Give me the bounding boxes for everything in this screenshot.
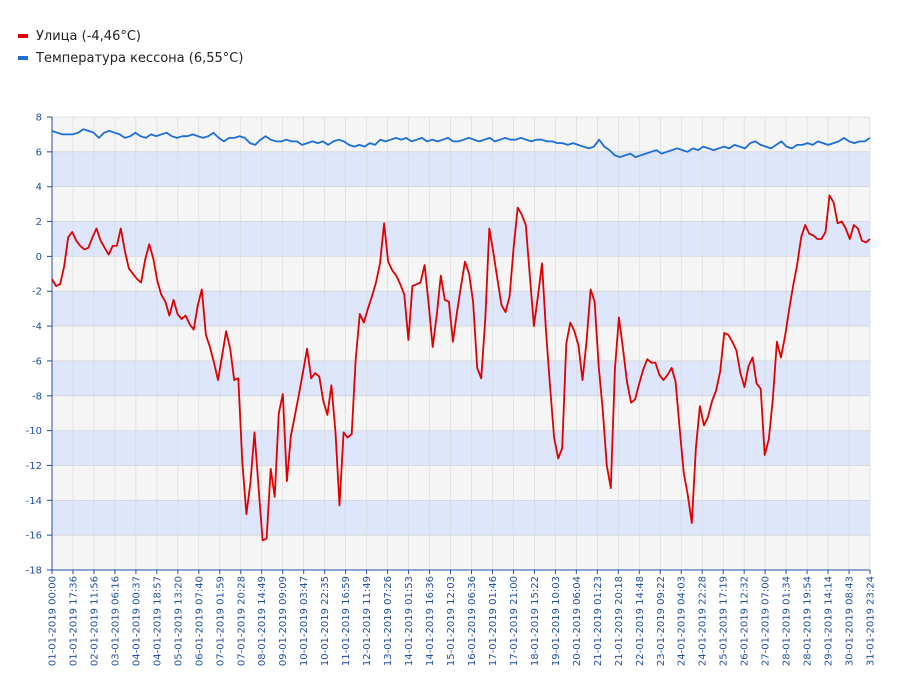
y-tick-label: -6 xyxy=(32,356,42,367)
x-tick-label: 26-01-2019 12:32 xyxy=(740,576,751,666)
x-tick-label: 04-01-2019 18:57 xyxy=(152,576,163,666)
series-lines xyxy=(51,128,871,542)
x-tick-label: 01-01-2019 17:36 xyxy=(68,576,79,666)
chart-axes xyxy=(51,117,870,571)
x-tick-label: 20-01-2019 06:04 xyxy=(572,576,583,666)
x-tick-label: 27-01-2019 07:00 xyxy=(761,576,772,666)
x-tick-label: 05-01-2019 13:20 xyxy=(173,576,184,666)
legend-label-street: Улица (-4,46°C) xyxy=(36,28,141,44)
y-tick-label: -8 xyxy=(32,391,42,402)
x-tick-label: 21-01-2019 20:18 xyxy=(614,576,625,666)
y-tick-label: -4 xyxy=(32,322,42,333)
band xyxy=(52,151,870,187)
x-tick-label: 17-01-2019 21:00 xyxy=(509,576,520,666)
band xyxy=(52,360,870,396)
x-tick-label: 14-01-2019 16:36 xyxy=(425,576,436,666)
x-tick-label: 23-01-2019 09:22 xyxy=(656,576,667,666)
y-axis-ticks: 8 6 4 2 0 -2 -4 -6 -8 -10 -12 -14 -16 -18 xyxy=(26,113,52,577)
x-tick-label: 28-01-2019 19:54 xyxy=(803,576,814,666)
x-tick-label: 08-01-2019 14:49 xyxy=(257,576,268,666)
y-tick-label: -10 xyxy=(26,426,42,437)
band xyxy=(52,395,870,431)
x-tick-label: 30-01-2019 08:43 xyxy=(845,576,856,666)
x-tick-label: 10-01-2019 22:35 xyxy=(320,576,331,666)
band xyxy=(52,186,870,222)
x-tick-label: 24-01-2019 04:03 xyxy=(677,576,688,666)
x-tick-label: 29-01-2019 14:14 xyxy=(824,576,835,666)
x-tick-label: 11-01-2019 16:59 xyxy=(341,576,352,666)
legend-item-caisson[interactable]: Температура кессона (6,55°C) xyxy=(18,47,243,69)
y-tick-label: -2 xyxy=(32,287,42,298)
x-tick-label: 16-01-2019 06:36 xyxy=(467,576,478,666)
x-tick-label: 03-01-2019 06:16 xyxy=(110,576,121,666)
x-tick-label: 14-01-2019 01:53 xyxy=(404,576,415,666)
x-tick-label: 25-01-2019 17:19 xyxy=(719,576,730,666)
y-tick-label: 4 xyxy=(36,182,42,193)
band xyxy=(52,465,870,501)
band xyxy=(52,221,870,257)
series-line-street xyxy=(51,194,871,542)
y-tick-label: 6 xyxy=(36,147,42,158)
legend-label-caisson: Температура кессона (6,55°C) xyxy=(36,50,244,66)
y-tick-label: -12 xyxy=(26,461,42,472)
x-tick-label: 21-01-2019 01:23 xyxy=(593,576,604,666)
band xyxy=(52,500,870,536)
y-tick-label: -14 xyxy=(26,496,42,507)
x-tick-label: 28-01-2019 01:34 xyxy=(782,576,793,666)
x-tick-label: 22-01-2019 14:48 xyxy=(635,576,646,666)
x-tick-label: 18-01-2019 15:22 xyxy=(530,576,541,666)
vertical-gridlines xyxy=(51,117,871,570)
x-tick-label: 24-01-2019 22:28 xyxy=(698,576,709,666)
band xyxy=(52,326,870,361)
plot-background-bands xyxy=(52,116,870,570)
x-tick-label: 31-01-2019 23:24 xyxy=(866,576,877,666)
series-line-caisson xyxy=(51,128,871,159)
x-tick-label: 06-01-2019 07:40 xyxy=(194,576,205,666)
x-tick-label: 19-01-2019 10:03 xyxy=(551,576,562,666)
x-tick-label: 15-01-2019 12:03 xyxy=(446,576,457,666)
legend-swatch-street xyxy=(18,34,28,38)
band xyxy=(52,430,870,466)
x-tick-label: 13-01-2019 07:26 xyxy=(383,576,394,666)
x-tick-label: 10-01-2019 03:47 xyxy=(299,576,310,666)
x-tick-label: 17-01-2019 01:46 xyxy=(488,576,499,666)
x-axis-ticks: 01-01-2019 00:00 01-01-2019 17:36 02-01-20… xyxy=(48,570,877,666)
y-tick-label: 2 xyxy=(36,217,42,228)
legend: Улица (-4,46°C) Температура кессона (6,5… xyxy=(18,25,243,69)
x-tick-label: 12-01-2019 11:49 xyxy=(362,576,373,666)
x-tick-label: 04-01-2019 00:37 xyxy=(131,576,142,666)
legend-swatch-caisson xyxy=(18,56,28,60)
x-tick-label: 09-01-2019 09:09 xyxy=(278,576,289,666)
legend-item-street[interactable]: Улица (-4,46°C) xyxy=(18,25,243,47)
x-tick-label: 07-01-2019 20:28 xyxy=(236,576,247,666)
x-tick-label: 07-01-2019 01:59 xyxy=(215,576,226,666)
y-tick-label: -18 xyxy=(26,566,42,577)
y-tick-label: -16 xyxy=(26,531,42,542)
x-tick-label: 02-01-2019 11:56 xyxy=(89,576,100,666)
x-tick-label: 01-01-2019 00:00 xyxy=(48,576,59,666)
y-tick-label: 8 xyxy=(36,113,42,124)
y-tick-label: 0 xyxy=(36,252,42,263)
band xyxy=(52,535,870,570)
band xyxy=(52,291,870,327)
